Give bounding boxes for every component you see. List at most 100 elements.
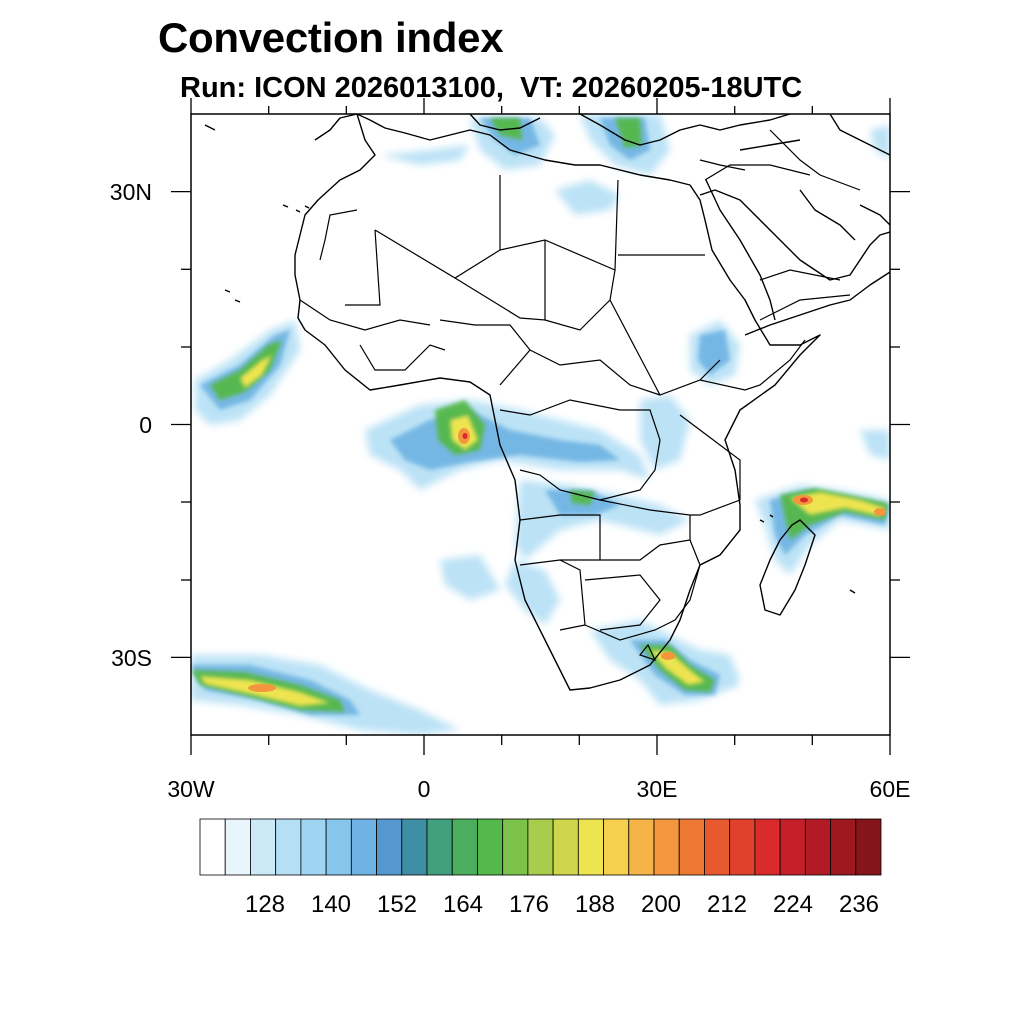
- border-arabia: [759, 269, 851, 321]
- country-borders: [299, 129, 861, 662]
- lon-label-0: 0: [418, 776, 431, 802]
- colorbar-box: [300, 818, 327, 876]
- axis-ticks: [171, 98, 910, 755]
- border-niger-chad: [454, 240, 546, 321]
- map-subtitle: Run: ICON 2026013100, VT: 20260205-18UTC: [180, 72, 803, 104]
- colorbar-label: 128: [245, 891, 285, 918]
- lat-labels: 30N 0 30S: [110, 179, 152, 671]
- border-morocco-algeria: [319, 209, 358, 261]
- lon-label-30w: 30W: [167, 776, 215, 802]
- colorbar-box: [527, 818, 554, 876]
- colorbar-box: [350, 818, 377, 876]
- border-cameroon-car: [529, 349, 661, 396]
- colorbar-box: [426, 818, 453, 876]
- border-drc: [499, 399, 661, 501]
- colorbar-box: [704, 818, 731, 876]
- africa-coastline: [294, 114, 821, 691]
- colorbar-label: 212: [707, 891, 747, 918]
- field-arabia-east: [870, 125, 890, 160]
- colorbar-box: [577, 818, 604, 876]
- border-nigeria: [439, 319, 531, 386]
- field-gulf-red: [462, 433, 468, 439]
- field-ethiopia-core: [698, 330, 730, 375]
- border-algeria-mali: [345, 229, 501, 306]
- lon-label-30e: 30E: [637, 776, 678, 802]
- colorbar-box: [199, 818, 226, 876]
- colorbar-box: [855, 818, 882, 876]
- colorbar-box: [830, 818, 857, 876]
- field-south-atlantic-orange: [248, 684, 276, 692]
- colorbar-label: 188: [575, 891, 615, 918]
- colorbar-box: [653, 818, 680, 876]
- colorbar-label: 176: [509, 891, 549, 918]
- colorbar-box: [325, 818, 352, 876]
- mediterranean-north: [469, 114, 791, 146]
- lon-label-60e: 60E: [870, 776, 911, 802]
- colorbar-box: [678, 818, 705, 876]
- field-madagascar-red: [800, 497, 808, 503]
- field-indian-ocean-east: [860, 430, 890, 460]
- colorbar-box: [779, 818, 806, 876]
- border-mozambique: [689, 529, 741, 566]
- coastlines: [204, 114, 890, 691]
- colorbar-box: [275, 818, 302, 876]
- colorbar-box: [502, 818, 529, 876]
- colorbar-box: [628, 818, 655, 876]
- colorbar: [199, 818, 882, 876]
- red-sea-east: [705, 179, 776, 321]
- field-greece-green: [615, 118, 642, 148]
- field-congo-south: [515, 480, 690, 560]
- field-west-coast-green: [210, 340, 282, 400]
- border-south-africa: [584, 564, 701, 662]
- field-south-atlantic-mid: [440, 555, 500, 600]
- colorbar-box: [804, 818, 831, 876]
- field-low: [191, 114, 890, 735]
- lat-label-0: 0: [139, 412, 152, 438]
- colorbar-labels: 128 140 152 164 176 188 200 212 224 236: [245, 891, 879, 918]
- convection-field: [191, 114, 890, 735]
- colorbar-box: [224, 818, 251, 876]
- arabia-coastline: [699, 189, 890, 336]
- colorbar-label: 152: [377, 891, 417, 918]
- colorbar-box: [729, 818, 756, 876]
- canary-islands: [282, 204, 310, 213]
- colorbar-label: 140: [311, 891, 351, 918]
- caspian-region: [829, 114, 890, 156]
- cape-verde: [224, 289, 241, 303]
- lat-label-30n: 30N: [110, 179, 152, 205]
- mascarenes: [849, 589, 856, 594]
- persian-gulf: [799, 189, 890, 241]
- colorbar-box: [754, 818, 781, 876]
- cyprus-turkey: [699, 139, 801, 171]
- field-great-lakes: [640, 395, 690, 470]
- madagascar-coastline: [759, 519, 816, 616]
- field-se-africa-orange: [661, 652, 675, 660]
- border-tanzania-kenya: [679, 414, 741, 516]
- colorbar-label: 164: [443, 891, 483, 918]
- field-madagascar-orange-2: [874, 508, 886, 516]
- colorbar-label: 224: [773, 891, 813, 918]
- border-middle-east: [704, 129, 861, 191]
- border-angola: [519, 514, 601, 566]
- colorbar-box: [451, 818, 478, 876]
- map-title: Convection index: [158, 14, 504, 61]
- field-west-coast-yellow: [240, 355, 272, 388]
- lon-labels: 30W 0 30E 60E: [167, 776, 910, 802]
- field-mozambique-channel: [700, 650, 740, 685]
- lat-label-30s: 30S: [111, 645, 152, 671]
- field-north-africa: [555, 180, 620, 215]
- colorbar-box: [250, 818, 277, 876]
- border-west-africa: [299, 299, 446, 371]
- colorbar-box: [552, 818, 579, 876]
- colorbar-label: 200: [641, 891, 681, 918]
- colorbar-box: [477, 818, 504, 876]
- comoros: [759, 514, 774, 523]
- border-sudan: [544, 269, 721, 396]
- field-madagascar-yellow: [790, 492, 885, 516]
- colorbar-label: 236: [839, 891, 879, 918]
- colorbar-box: [401, 818, 428, 876]
- colorbar-box: [603, 818, 630, 876]
- colorbar-box: [376, 818, 403, 876]
- border-namibia-botswana: [559, 559, 661, 631]
